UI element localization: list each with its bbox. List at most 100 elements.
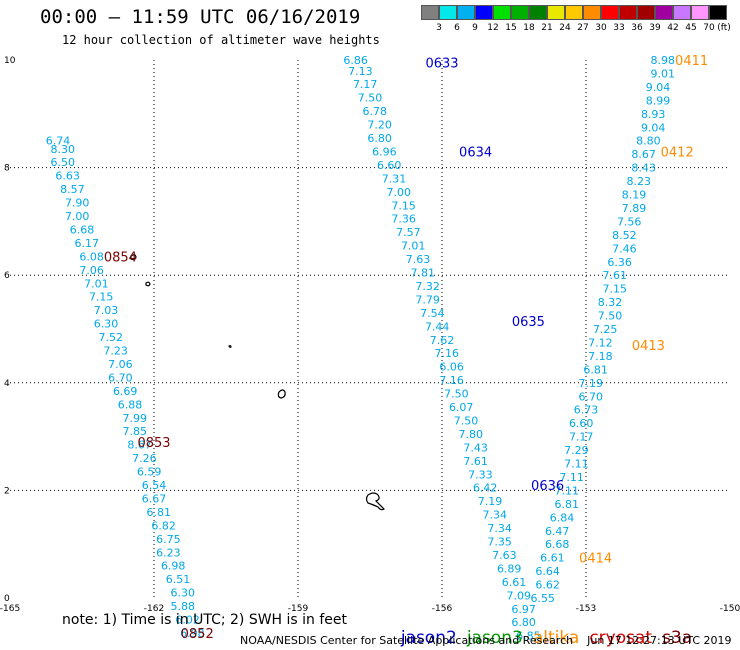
wave-height-value: 6.98 [180, 627, 205, 640]
wave-height-value: 7.20 [367, 119, 392, 132]
wave-height-value: 6.97 [511, 603, 536, 616]
wave-height-value: 8.43 [631, 162, 656, 175]
y-tick-label: 4 [4, 379, 10, 389]
wave-height-value: 6.54 [142, 479, 167, 492]
pass-time-label: 0633 [425, 57, 458, 72]
x-tick-label: -150 [720, 604, 740, 614]
legend-color-swatch [637, 5, 655, 20]
wave-height-value: 7.19 [579, 377, 604, 390]
wave-height-value: 8.67 [127, 439, 152, 452]
legend-unit-label: (ft) [717, 23, 731, 33]
wave-height-value: 7.50 [598, 310, 623, 323]
wave-height-value: 6.70 [108, 371, 133, 384]
wave-height-value: 7.43 [463, 441, 488, 454]
wave-height-value: 7.01 [401, 240, 426, 253]
legend-cryosat: cryosat [589, 628, 653, 648]
legend-color-swatch [439, 5, 457, 20]
wave-height-value: 6.62 [535, 579, 560, 592]
wave-height-value: 6.80 [367, 132, 392, 145]
wave-height-value: 7.32 [415, 280, 440, 293]
wave-height-value: 7.44 [425, 320, 450, 333]
legend-s3a: s3a [662, 628, 693, 648]
wave-height-value: 6.42 [473, 482, 498, 495]
legend-bin-label: 6 [454, 23, 460, 33]
wave-height-value: 8.57 [60, 183, 85, 196]
wave-height-value: 7.11 [555, 484, 580, 497]
legend-color-swatch [475, 5, 493, 20]
wave-height-value: 6.60 [569, 417, 594, 430]
wave-height-value: 7.25 [593, 323, 618, 336]
wave-height-value: 7.50 [358, 92, 383, 105]
wave-height-value: 7.34 [483, 509, 508, 522]
island-outline [277, 389, 286, 399]
legend-color-swatch [709, 5, 727, 20]
wave-height-value: 9.04 [646, 81, 671, 94]
wave-height-value: 6.30 [171, 587, 196, 600]
wave-height-value: 8.80 [636, 135, 661, 148]
wave-height-value: 7.54 [420, 307, 445, 320]
wave-height-value: 6.23 [156, 546, 181, 559]
wave-height-value: 6.86 [343, 54, 368, 67]
wave-height-value: 8.19 [622, 189, 647, 202]
wave-height-value: 7.50 [454, 414, 479, 427]
wave-height-value: 7.80 [459, 428, 484, 441]
wave-height-value: 7.13 [348, 65, 373, 78]
longitude-ticks: -165 -162 -159 -156 -153 -150 [0, 604, 740, 614]
wave-height-value: 7.31 [382, 172, 407, 185]
wave-height-value: 7.06 [79, 264, 104, 277]
wave-height-value: 6.70 [579, 390, 604, 403]
wave-height-value: 6.64 [535, 565, 560, 578]
pass-time-label: 0635 [512, 315, 545, 330]
legend-color-swatch [493, 5, 511, 20]
wave-height-value: 6.17 [75, 237, 100, 250]
credit-line: NOAA/NESDIS Center for Satellite Applica… [240, 634, 732, 647]
wave-height-value: 6.81 [583, 363, 608, 376]
wave-height-value: 7.56 [617, 215, 642, 228]
y-tick-label: 0 [4, 594, 10, 604]
wave-height-value: 7.26 [132, 452, 157, 465]
wave-height-value: 7.00 [387, 186, 412, 199]
legend-color-swatch [511, 5, 529, 20]
wave-height-value: 6.80 [511, 616, 536, 629]
wave-height-value: 7.16 [435, 347, 460, 360]
legend-color-swatch [547, 5, 565, 20]
wave-height-value: 8.52 [612, 229, 637, 242]
wave-height-value: 6.96 [372, 145, 397, 158]
wave-height-value: 8.32 [598, 296, 623, 309]
wave-height-value: 7.57 [396, 226, 421, 239]
legend-bin-label: 12 [487, 23, 499, 33]
legend-bin-label: 33 [613, 23, 625, 33]
wave-height-value: 7.12 [588, 336, 613, 349]
lat-lon-grid [10, 60, 730, 598]
wave-height-value: 6.07 [449, 401, 474, 414]
map-title: 00:00 – 11:59 UTC 06/16/2019 [40, 6, 361, 28]
wave-height-value: 6.89 [497, 562, 522, 575]
wave-height-value: 5.88 [171, 600, 196, 613]
y-tick-label: 8 [4, 164, 10, 174]
wave-height-value: 7.90 [65, 197, 90, 210]
wave-height-value: 6.98 [161, 560, 186, 573]
wave-height-value: 7.35 [487, 536, 512, 549]
legend-color-swatch [529, 5, 547, 20]
satellite-legend: jason2 jason3 altika cryosat s3a [390, 608, 702, 648]
legend-color-swatch [673, 5, 691, 20]
pass-time-label: 0634 [459, 145, 492, 160]
wave-height-value: 7.01 [84, 277, 109, 290]
pass-time-label: 0412 [661, 145, 694, 160]
legend-bin-label: 3 [436, 23, 442, 33]
pass-time-label: 0413 [632, 339, 665, 354]
wave-height-value: 6.59 [137, 466, 162, 479]
legend-bin-label: 9 [472, 23, 478, 33]
wave-height-value: 7.29 [564, 444, 589, 457]
wave-height-value: 6.67 [142, 492, 167, 505]
x-tick-label: -153 [576, 604, 596, 614]
wave-height-value: 6.47 [545, 525, 570, 538]
legend-jason2: jason2 [400, 628, 457, 648]
wave-height-value: 7.19 [478, 495, 503, 508]
legend-color-swatch [619, 5, 637, 20]
wave-height-value: 6.85 [516, 630, 541, 643]
wave-height-value: 7.15 [89, 291, 114, 304]
legend-bin-label: 18 [523, 23, 535, 33]
wave-height-value: 7.62 [430, 334, 455, 347]
wave-height-value: 7.79 [415, 293, 440, 306]
